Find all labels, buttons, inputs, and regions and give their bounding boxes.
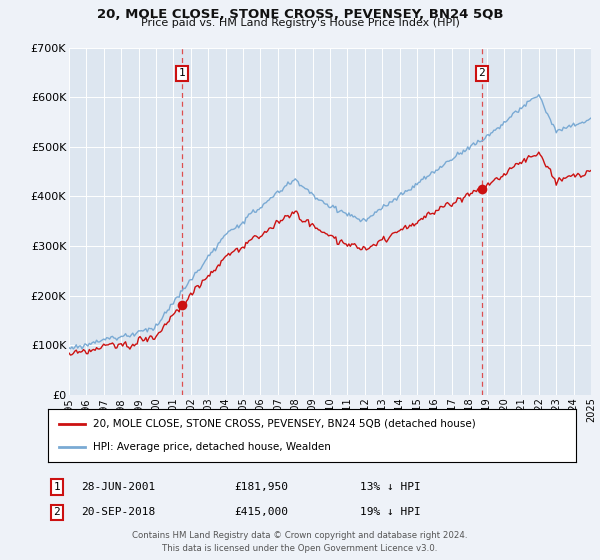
Text: 13% ↓ HPI: 13% ↓ HPI — [360, 482, 421, 492]
Text: 20, MOLE CLOSE, STONE CROSS, PEVENSEY, BN24 5QB (detached house): 20, MOLE CLOSE, STONE CROSS, PEVENSEY, B… — [93, 419, 476, 429]
Text: 28-JUN-2001: 28-JUN-2001 — [81, 482, 155, 492]
Text: £415,000: £415,000 — [234, 507, 288, 517]
Text: 19% ↓ HPI: 19% ↓ HPI — [360, 507, 421, 517]
Text: Contains HM Land Registry data © Crown copyright and database right 2024.
This d: Contains HM Land Registry data © Crown c… — [132, 531, 468, 553]
Text: 1: 1 — [179, 68, 185, 78]
Text: £181,950: £181,950 — [234, 482, 288, 492]
Text: 20-SEP-2018: 20-SEP-2018 — [81, 507, 155, 517]
Text: 20, MOLE CLOSE, STONE CROSS, PEVENSEY, BN24 5QB: 20, MOLE CLOSE, STONE CROSS, PEVENSEY, B… — [97, 8, 503, 21]
Text: HPI: Average price, detached house, Wealden: HPI: Average price, detached house, Weal… — [93, 442, 331, 452]
Text: 1: 1 — [53, 482, 61, 492]
Text: 2: 2 — [53, 507, 61, 517]
Text: 2: 2 — [478, 68, 485, 78]
Text: Price paid vs. HM Land Registry's House Price Index (HPI): Price paid vs. HM Land Registry's House … — [140, 18, 460, 29]
